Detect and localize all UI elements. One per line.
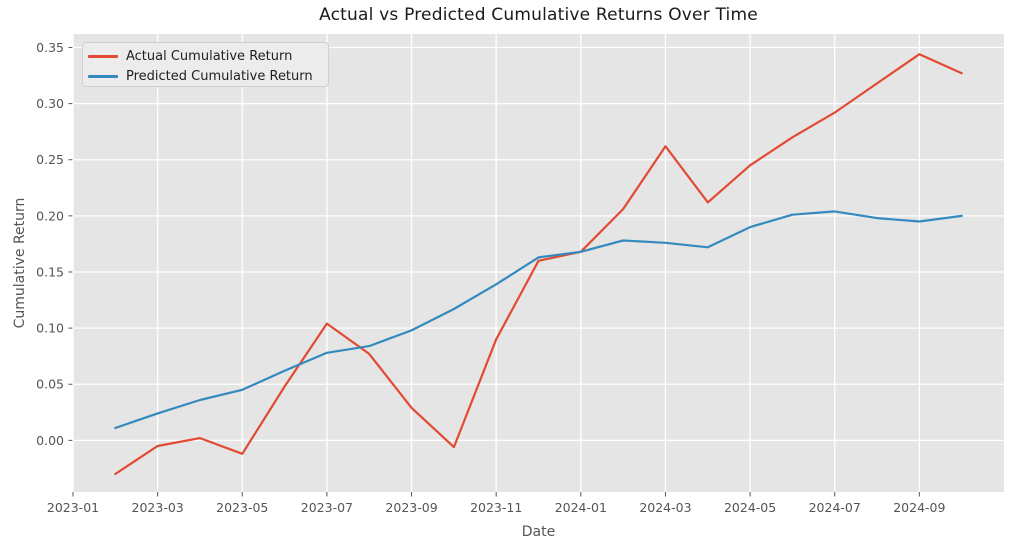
x-tick-label: 2024-01 <box>555 500 607 515</box>
x-axis-label: Date <box>521 524 556 540</box>
y-tick-label: 0.05 <box>36 377 64 392</box>
y-tick-label: 0.20 <box>36 208 64 223</box>
chart-title: Actual vs Predicted Cumulative Returns O… <box>319 5 758 25</box>
y-tick-label: 0.10 <box>36 321 64 336</box>
y-tick-label: 0.15 <box>36 264 64 279</box>
actual-line-swatch <box>88 54 118 58</box>
legend-item-predicted: Predicted Cumulative Return <box>88 66 320 86</box>
x-tick-label: 2024-09 <box>893 500 945 515</box>
legend-label-actual: Actual Cumulative Return <box>126 48 293 64</box>
legend-item-actual: Actual Cumulative Return <box>88 46 320 66</box>
x-tick-label: 2023-03 <box>132 500 184 515</box>
y-tick-label: 0.35 <box>36 40 64 55</box>
legend: Actual Cumulative Return Predicted Cumul… <box>82 42 329 87</box>
y-axis-label-text: Cumulative Return <box>12 197 28 329</box>
predicted-return-line <box>114 210 963 430</box>
x-tick-label: 2024-05 <box>724 500 776 515</box>
x-tick-label: 2023-05 <box>216 500 268 515</box>
legend-label-predicted: Predicted Cumulative Return <box>126 68 313 84</box>
x-tick-label: 2024-03 <box>639 500 691 515</box>
x-tick-label: 2023-01 <box>47 500 99 515</box>
x-tick-label: 2024-07 <box>809 500 861 515</box>
y-tick-label: 0.30 <box>36 96 64 111</box>
y-tick-label: 0.25 <box>36 152 64 167</box>
predicted-line-swatch <box>88 74 118 78</box>
actual-return-line <box>114 53 963 476</box>
x-tick-label: 2023-11 <box>470 500 522 515</box>
y-tick-label: 0.00 <box>36 433 64 448</box>
x-tick-label: 2023-09 <box>385 500 437 515</box>
x-tick-label: 2023-07 <box>301 500 353 515</box>
